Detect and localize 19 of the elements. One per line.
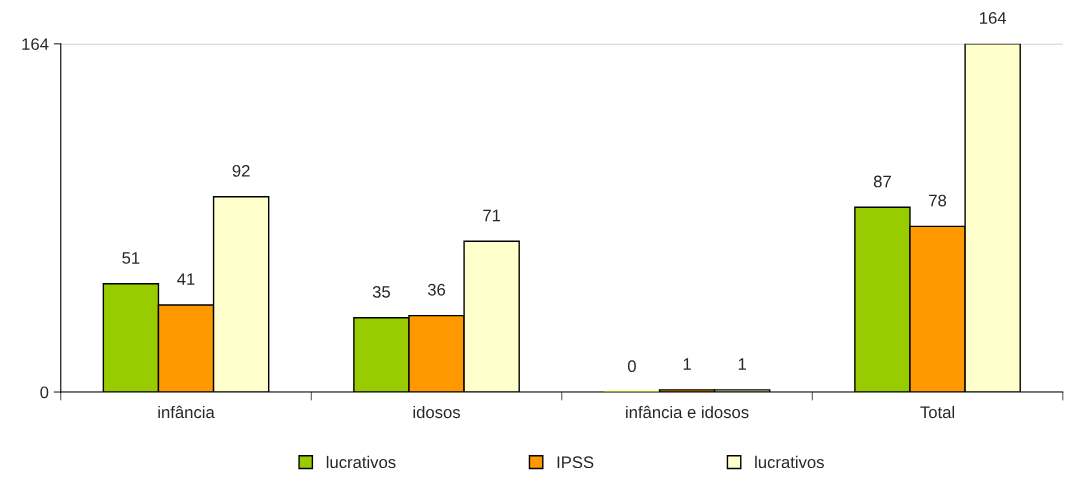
data-label: 78 (929, 194, 947, 207)
data-label: 1 (738, 358, 746, 370)
legend-label: IPSS (557, 456, 594, 469)
x-tick-label: Total (920, 405, 955, 419)
data-label: 35 (372, 285, 390, 298)
data-label: 36 (427, 283, 446, 296)
x-tick-label: infância e idosos (626, 405, 749, 419)
legend-label: lucrativos (326, 455, 396, 469)
x-tick-label: idosos (413, 405, 461, 419)
data-label: 0 (627, 360, 636, 373)
data-label: 1 (683, 358, 691, 370)
data-label: 87 (873, 175, 891, 188)
legend-label: lucrativos (755, 455, 824, 469)
data-label: 41 (177, 273, 195, 285)
data-label: 92 (232, 164, 250, 177)
data-label: 71 (483, 209, 501, 222)
data-label: 51 (122, 252, 140, 264)
data-label: 164 (980, 12, 1007, 24)
x-tick-label: infância (158, 405, 215, 419)
